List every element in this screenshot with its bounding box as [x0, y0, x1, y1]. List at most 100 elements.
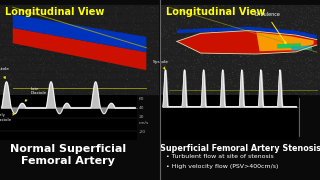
Point [17, 18, 22, 21]
Point [286, 39, 291, 42]
Point [167, 28, 172, 31]
Point [80, 93, 85, 95]
Point [32, 31, 37, 34]
Point [156, 19, 162, 22]
Point [59, 88, 64, 91]
Point [9, 40, 14, 43]
Point [154, 45, 159, 48]
Point [288, 43, 293, 46]
Point [86, 7, 92, 10]
Point [4, 38, 10, 40]
Point [168, 30, 173, 33]
Point [171, 91, 176, 94]
Point [185, 56, 190, 59]
Point [108, 22, 113, 24]
Point [189, 46, 195, 49]
Point [139, 67, 144, 70]
Point [301, 84, 307, 87]
Point [241, 24, 246, 27]
Point [168, 62, 173, 65]
Point [265, 12, 270, 15]
Point [220, 48, 225, 51]
Point [293, 64, 298, 67]
Point [242, 68, 247, 71]
Point [182, 7, 187, 10]
Point [196, 92, 201, 95]
Point [288, 83, 293, 86]
Point [291, 51, 296, 54]
Point [238, 55, 243, 58]
Point [5, 30, 10, 33]
Point [101, 15, 106, 18]
Point [189, 59, 194, 62]
Point [9, 15, 14, 17]
Point [22, 48, 27, 50]
Point [165, 50, 171, 53]
Point [294, 60, 299, 63]
Point [220, 42, 225, 44]
Point [102, 36, 107, 39]
Point [164, 38, 169, 41]
Point [250, 86, 255, 89]
Point [313, 19, 318, 22]
Point [147, 79, 152, 82]
Point [63, 75, 68, 78]
Point [174, 8, 179, 11]
Point [185, 52, 190, 55]
Point [268, 52, 273, 55]
Point [12, 71, 17, 73]
Point [288, 73, 293, 76]
Point [33, 6, 38, 9]
Point [187, 22, 192, 24]
Point [56, 55, 61, 58]
Point [156, 78, 162, 81]
Point [316, 17, 320, 20]
Point [241, 37, 246, 40]
Point [230, 67, 235, 70]
Point [219, 36, 224, 39]
Point [21, 79, 27, 82]
Point [230, 38, 235, 41]
Point [41, 48, 46, 51]
Point [71, 86, 76, 89]
Point [26, 77, 31, 80]
Point [8, 12, 13, 15]
Point [258, 7, 263, 10]
Point [92, 62, 97, 65]
Point [62, 87, 68, 89]
Point [21, 30, 27, 33]
Point [200, 42, 205, 44]
Point [11, 35, 16, 38]
Point [111, 46, 116, 49]
Point [59, 12, 64, 15]
Point [280, 85, 285, 88]
Point [250, 10, 255, 13]
Point [21, 6, 26, 9]
Point [125, 78, 130, 80]
Point [211, 67, 216, 69]
Point [191, 53, 196, 55]
Point [222, 91, 228, 94]
Point [280, 81, 285, 84]
Point [282, 30, 287, 32]
Point [259, 81, 264, 84]
Point [75, 59, 80, 62]
Point [260, 21, 265, 24]
Point [49, 14, 54, 17]
Point [146, 16, 151, 19]
Point [146, 26, 151, 29]
Point [124, 68, 130, 71]
Point [240, 19, 245, 22]
Point [244, 68, 249, 71]
Point [135, 6, 140, 8]
Point [104, 17, 109, 20]
Point [262, 66, 268, 69]
Point [282, 29, 287, 32]
Point [266, 11, 271, 14]
Point [265, 49, 270, 51]
Point [205, 66, 211, 69]
Point [99, 89, 104, 92]
Point [205, 56, 210, 59]
Point [216, 66, 221, 69]
Point [212, 55, 218, 58]
